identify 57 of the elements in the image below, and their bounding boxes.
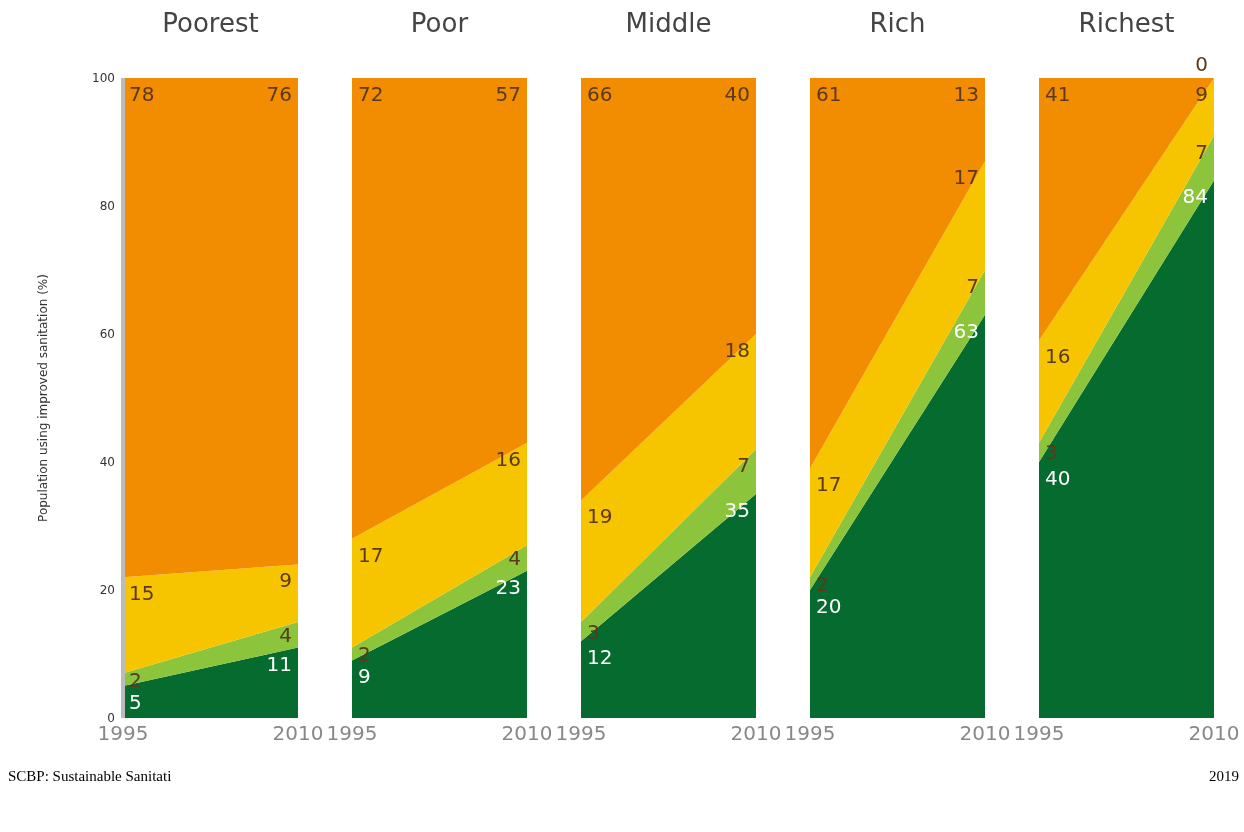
y-tick-label: 40 [99,455,115,470]
text: 2019 [1209,768,1239,784]
x-tick-label: 2010 [1188,721,1240,746]
data-label: 61 [816,82,842,106]
y-tick-label: 80 [99,199,115,214]
x-tick-label: 1995 [1013,721,1065,746]
data-label: 0 [1195,52,1208,76]
data-label: 4 [279,622,292,647]
x-tick-label: 1995 [784,721,836,746]
data-label: 17 [953,165,979,190]
data-label: 11 [266,651,292,676]
data-label: 78 [129,82,155,106]
chart-title: Rich [868,8,927,40]
data-label: 7 [1195,139,1208,164]
data-label: 16 [495,446,521,471]
x-tick-label: 2010 [501,721,553,746]
data-label: 7 [966,274,979,298]
x-tick-label: 2010 [730,721,782,746]
data-label: 76 [266,82,292,106]
y-tick-label: 60 [99,327,115,342]
data-label: 41 [1045,82,1071,106]
chart-title: Poor [409,8,470,40]
data-label: 18 [724,338,750,362]
data-label: 40 [1045,466,1071,490]
chart-title: Poorest [161,8,260,40]
data-label: 3 [1045,440,1058,465]
data-label: 5 [129,690,142,714]
data-label: 12 [587,645,613,670]
data-label: 35 [724,498,750,522]
chart-title: Richest [1077,8,1176,40]
data-label: 9 [1195,82,1208,106]
data-label: 9 [358,664,371,689]
data-label: 23 [495,574,521,599]
data-label: 9 [279,568,292,593]
data-label: 72 [358,82,384,106]
y-axis-title: Population using improved sanitation (%) [36,274,51,522]
chart-title: Middle [624,8,713,40]
data-label: 4 [508,546,521,570]
data-label: 57 [495,82,521,106]
data-label: 17 [816,472,842,497]
y-tick-label: 20 [99,583,115,598]
data-label: 40 [724,82,750,106]
data-label: 7 [737,453,750,478]
x-tick-label: 2010 [272,721,324,746]
data-label: 13 [953,82,979,106]
x-tick-label: 1995 [555,721,607,746]
data-label: 16 [1045,344,1071,369]
data-label: 17 [358,542,384,567]
data-label: 20 [816,594,842,618]
data-label: 19 [587,504,613,529]
x-tick-label: 1995 [326,721,378,746]
x-tick-label: 2010 [959,721,1011,746]
y-tick-label: 100 [92,71,115,86]
text: SCBP: Sustainable Sanitati [8,768,172,784]
data-label: 2 [816,571,829,596]
data-label: 15 [129,581,155,606]
data-label: 66 [587,82,613,106]
